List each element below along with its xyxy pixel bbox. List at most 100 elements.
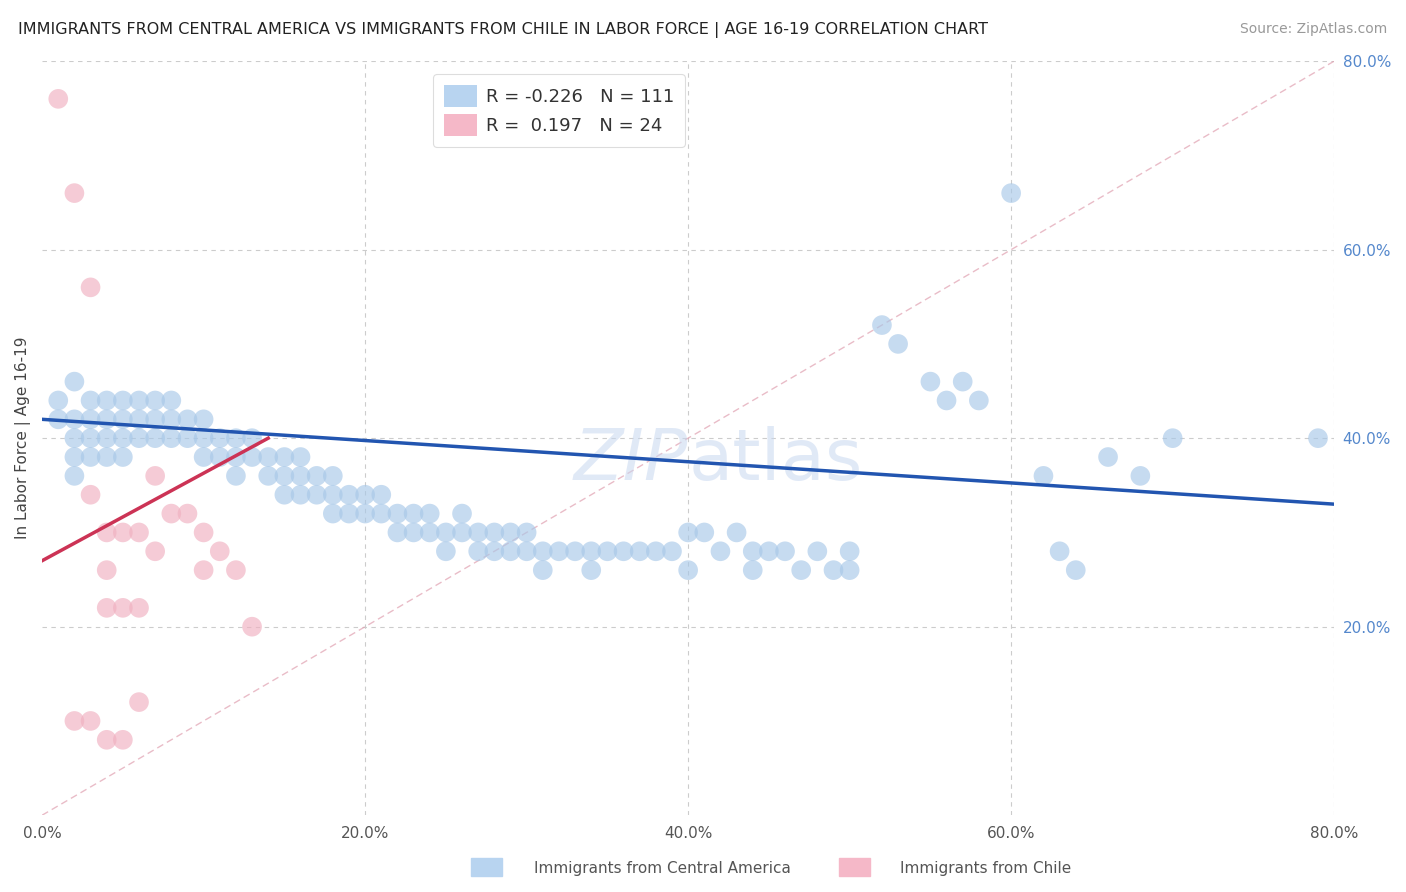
Point — [128, 412, 150, 426]
Text: Immigrants from Chile: Immigrants from Chile — [900, 861, 1071, 876]
Point — [176, 431, 198, 445]
Point — [419, 507, 441, 521]
Point — [143, 468, 166, 483]
Point — [434, 525, 457, 540]
Point — [143, 431, 166, 445]
Text: Immigrants from Central America: Immigrants from Central America — [534, 861, 792, 876]
Point — [354, 507, 377, 521]
Point — [176, 507, 198, 521]
Point — [128, 431, 150, 445]
Point — [273, 488, 295, 502]
Legend: R = -0.226   N = 111, R =  0.197   N = 24: R = -0.226 N = 111, R = 0.197 N = 24 — [433, 74, 685, 147]
Point — [143, 393, 166, 408]
Point — [581, 544, 603, 558]
Point — [208, 544, 231, 558]
Point — [46, 393, 69, 408]
Point — [823, 563, 845, 577]
Point — [370, 507, 392, 521]
Point — [111, 600, 134, 615]
Point — [79, 393, 101, 408]
Point — [111, 732, 134, 747]
Point — [96, 393, 118, 408]
Point — [499, 525, 522, 540]
Point — [79, 412, 101, 426]
Point — [225, 468, 247, 483]
Point — [1064, 563, 1087, 577]
Point — [451, 507, 474, 521]
Point — [160, 412, 183, 426]
Point — [79, 280, 101, 294]
Point — [79, 714, 101, 728]
Point — [273, 450, 295, 464]
Point — [96, 563, 118, 577]
Point — [676, 525, 699, 540]
Text: Source: ZipAtlas.com: Source: ZipAtlas.com — [1240, 22, 1388, 37]
Point — [111, 450, 134, 464]
Point — [79, 431, 101, 445]
Point — [96, 450, 118, 464]
Point — [693, 525, 716, 540]
Point — [741, 563, 763, 577]
Point — [1161, 431, 1184, 445]
Point — [451, 525, 474, 540]
Point — [225, 431, 247, 445]
Point — [79, 488, 101, 502]
Point — [564, 544, 586, 558]
Point — [790, 563, 813, 577]
Point — [193, 525, 215, 540]
Point — [887, 337, 910, 351]
Point — [773, 544, 796, 558]
Point — [111, 412, 134, 426]
Point — [208, 431, 231, 445]
Point — [128, 525, 150, 540]
Point — [1049, 544, 1071, 558]
Point — [661, 544, 683, 558]
Point — [419, 525, 441, 540]
Point — [193, 450, 215, 464]
Point — [581, 563, 603, 577]
Point — [499, 544, 522, 558]
Point — [63, 412, 86, 426]
Y-axis label: In Labor Force | Age 16-19: In Labor Force | Age 16-19 — [15, 337, 31, 540]
Point — [46, 412, 69, 426]
Point — [225, 563, 247, 577]
Point — [193, 412, 215, 426]
Point — [63, 431, 86, 445]
Point — [128, 695, 150, 709]
Point — [531, 563, 554, 577]
Point — [225, 450, 247, 464]
Point — [322, 507, 344, 521]
Point — [96, 525, 118, 540]
Point — [1032, 468, 1054, 483]
Point — [1129, 468, 1152, 483]
Point — [628, 544, 651, 558]
Point — [290, 468, 312, 483]
Point — [305, 488, 328, 502]
Point — [322, 468, 344, 483]
Point — [548, 544, 571, 558]
Point — [337, 507, 360, 521]
Point — [240, 620, 263, 634]
Point — [176, 412, 198, 426]
Point — [96, 732, 118, 747]
Point — [63, 450, 86, 464]
Point — [128, 393, 150, 408]
Point — [354, 488, 377, 502]
Point — [952, 375, 974, 389]
Point — [935, 393, 957, 408]
Point — [160, 431, 183, 445]
Point — [467, 525, 489, 540]
Point — [160, 393, 183, 408]
Point — [111, 393, 134, 408]
Point — [402, 507, 425, 521]
Point — [160, 507, 183, 521]
Point — [484, 525, 506, 540]
Point — [484, 544, 506, 558]
Point — [806, 544, 828, 558]
Point — [96, 412, 118, 426]
Point — [193, 563, 215, 577]
Point — [143, 544, 166, 558]
Point — [337, 488, 360, 502]
Point — [96, 600, 118, 615]
Point — [305, 468, 328, 483]
